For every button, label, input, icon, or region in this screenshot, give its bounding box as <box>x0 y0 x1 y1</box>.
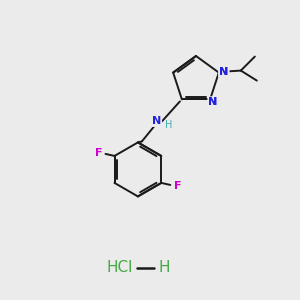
Text: N: N <box>208 98 218 107</box>
Text: H: H <box>165 120 172 130</box>
Text: N: N <box>219 67 229 76</box>
Text: N: N <box>208 98 218 107</box>
Text: N: N <box>152 116 161 126</box>
Text: H: H <box>158 260 170 275</box>
Text: HCl: HCl <box>107 260 133 275</box>
Text: N: N <box>219 67 229 76</box>
Text: F: F <box>173 181 181 191</box>
Text: N: N <box>208 98 218 107</box>
Text: F: F <box>95 148 102 158</box>
Text: N: N <box>219 67 229 76</box>
